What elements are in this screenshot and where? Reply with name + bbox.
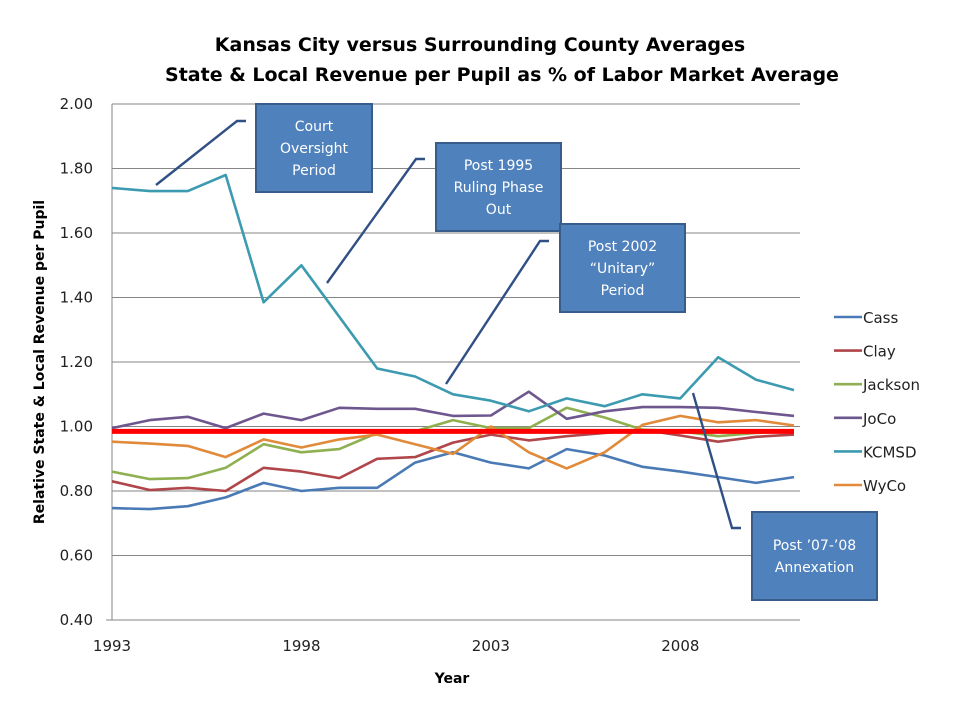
annotation-text: Post 1995 [464, 158, 533, 174]
annotation-text: “Unitary” [590, 261, 656, 277]
annotation-box [255, 103, 373, 193]
annotation-box [559, 223, 686, 313]
y-tick-label: 1.00 [60, 418, 93, 436]
series-line-joco [111, 390, 795, 430]
chart-subtitle: State & Local Revenue per Pupil as % of … [165, 64, 839, 86]
annotation-text: Court [295, 119, 334, 135]
x-tick-label: 2008 [661, 637, 699, 655]
chart-title: Kansas City versus Surrounding County Av… [215, 34, 745, 56]
annotation-callout: Post ’07-’08 Annexation [691, 392, 878, 601]
legend-label: KCMSD [863, 443, 917, 461]
y-axis-title: Relative State & Local Revenue per Pupil [32, 200, 48, 524]
legend-label: Clay [863, 343, 896, 361]
annotation-text: Oversight [280, 141, 349, 157]
annotation-text: Annexation [775, 560, 854, 576]
annotation-leader-line [444, 239, 549, 385]
annotation-callout: Post 1995 Ruling Phase Out [326, 142, 562, 284]
annotations: Court Oversight Period Post 1995 Ruling Phas… [155, 103, 878, 601]
annotation-text: Post 2002 [588, 239, 657, 255]
y-tick-label: 1.80 [60, 160, 93, 178]
y-tick-label: 2.00 [60, 95, 93, 113]
x-axis-title: Year [434, 671, 470, 687]
legend-label: Cass [863, 309, 898, 327]
annotation-box [751, 511, 878, 601]
annotation-text: Ruling Phase [454, 180, 544, 196]
series-line-wyco [111, 414, 795, 470]
y-tick-label: 0.40 [60, 611, 93, 629]
series-line-cass [111, 447, 795, 511]
annotation-leader-line [691, 392, 741, 530]
x-tick-label: 1998 [282, 637, 320, 655]
annotation-text: Out [486, 202, 512, 218]
annotation-text: Period [292, 163, 336, 179]
x-axis-ticks: 1993 1998 2003 2008 [93, 637, 700, 655]
y-tick-label: 0.80 [60, 482, 93, 500]
legend-label: JoCo [862, 410, 896, 428]
series-line-clay [111, 428, 795, 493]
y-axis-ticks: 0.40 0.60 0.80 1.00 1.20 1.40 1.60 1.80 2.00 [60, 95, 93, 629]
annotation-leader-line [155, 119, 246, 186]
legend-label: WyCo [863, 477, 906, 495]
y-tick-label: 1.20 [60, 353, 93, 371]
y-tick-label: 1.60 [60, 224, 93, 242]
y-tick-label: 1.40 [60, 289, 93, 307]
x-tick-label: 2003 [472, 637, 510, 655]
annotation-box [435, 142, 562, 232]
annotation-text: Period [601, 283, 645, 299]
annotation-leader-line [326, 157, 425, 284]
annotation-callout: Post 2002 “Unitary” Period [444, 223, 686, 385]
legend: Cass Clay Jackson JoCo KCMSD WyCo [834, 309, 920, 495]
legend-label: Jackson [862, 376, 920, 394]
series-line-kcmsd [111, 173, 795, 413]
annotation-callout: Court Oversight Period [155, 103, 373, 193]
y-tick-label: 0.60 [60, 547, 93, 565]
x-tick-label: 1993 [93, 637, 131, 655]
annotation-text: Post ’07-’08 [773, 538, 856, 554]
